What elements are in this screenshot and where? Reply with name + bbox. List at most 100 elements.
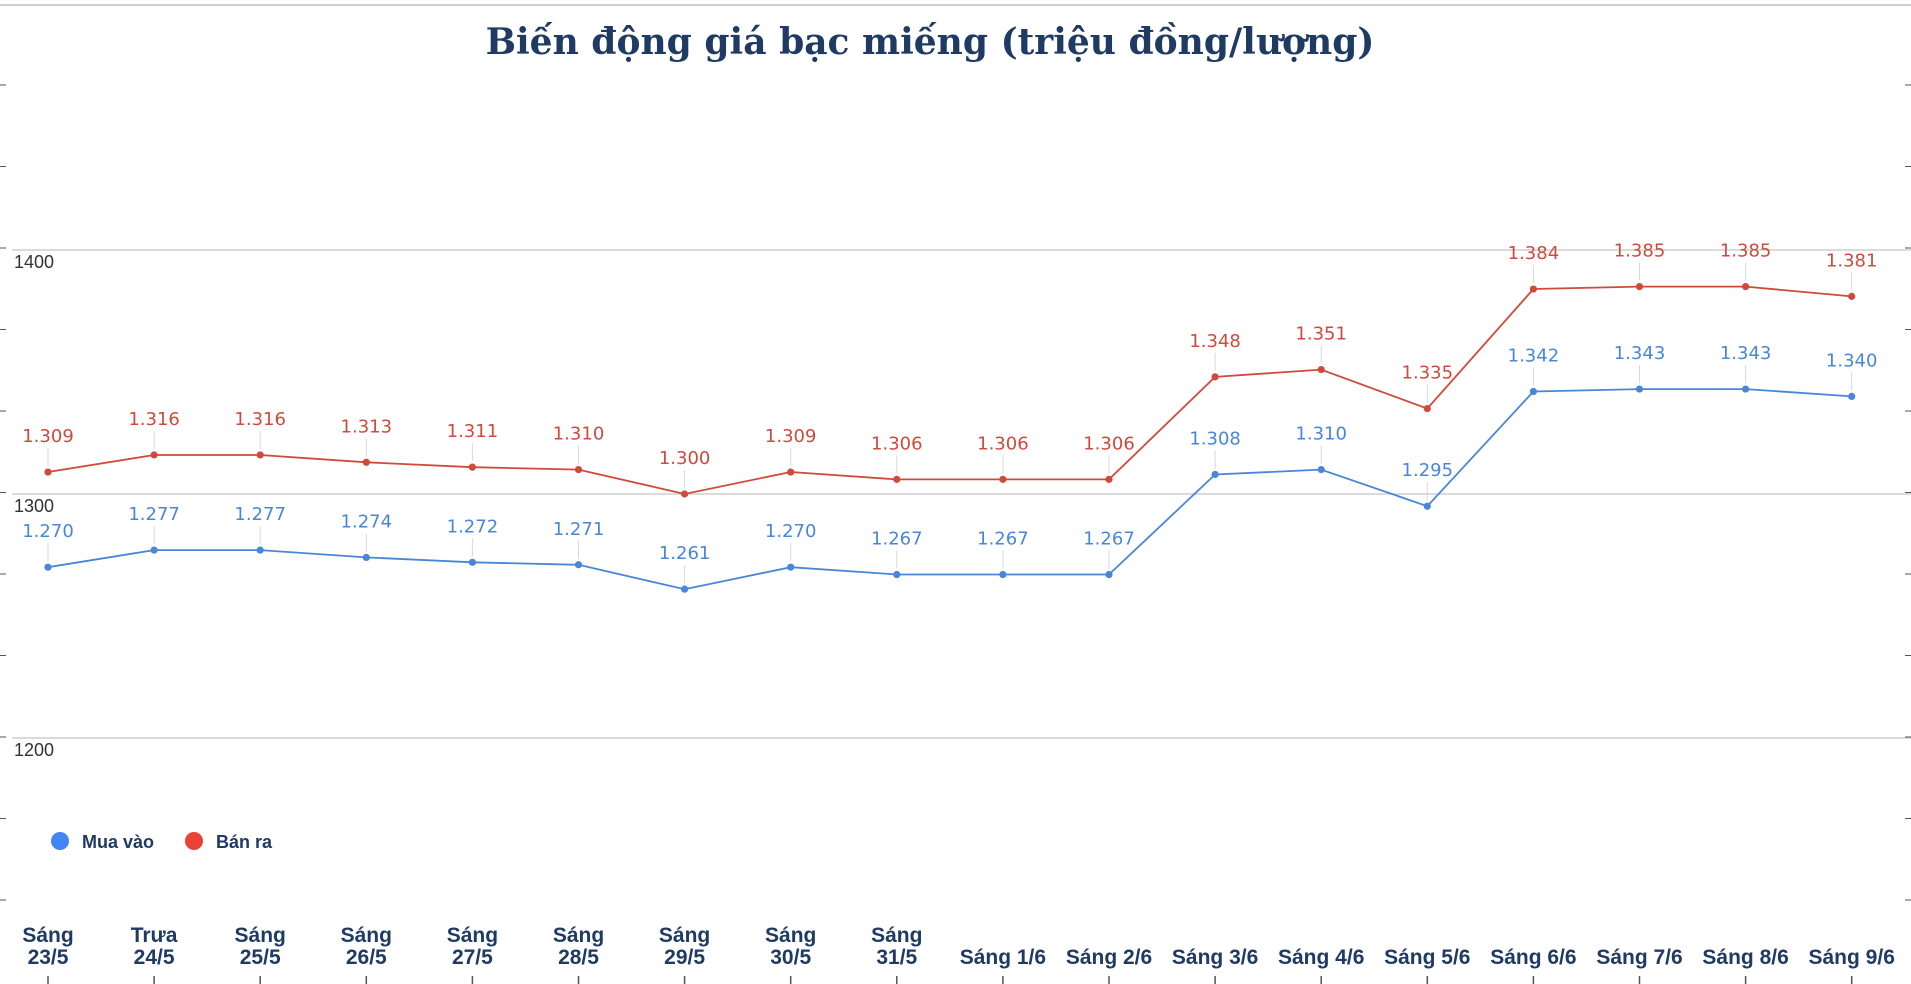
data-label: 1.310	[1295, 424, 1347, 445]
data-point	[1742, 283, 1750, 291]
data-point	[1848, 292, 1856, 300]
data-label: 1.316	[128, 409, 180, 430]
data-point	[44, 563, 52, 571]
x-tick-label: 23/5	[28, 946, 69, 969]
x-tick-label: Sáng	[871, 924, 922, 947]
x-tick-label: 29/5	[664, 946, 705, 969]
data-label: 1.343	[1720, 343, 1772, 364]
data-point	[1635, 385, 1644, 393]
data-label: 1.306	[977, 433, 1029, 454]
data-point	[999, 475, 1007, 483]
x-tick-label: Sáng 9/6	[1809, 946, 1895, 969]
data-label: 1.348	[1189, 331, 1241, 352]
data-label: 1.267	[977, 529, 1029, 550]
x-tick-label: Sáng	[22, 924, 73, 947]
data-label: 1.267	[1083, 529, 1135, 550]
data-point	[150, 451, 158, 459]
data-label: 1.261	[659, 543, 711, 564]
data-point	[1423, 502, 1431, 510]
x-tick-label: Sáng 8/6	[1702, 946, 1788, 969]
data-point	[1742, 385, 1750, 393]
data-label: 1.270	[765, 521, 817, 542]
x-axis: Sáng23/5Trưa24/5Sáng25/5Sáng26/5Sáng27/5…	[22, 924, 1895, 984]
data-point	[787, 468, 795, 476]
data-label: 1.310	[553, 424, 605, 445]
data-point	[893, 475, 901, 483]
data-point	[681, 585, 689, 593]
data-point	[362, 458, 370, 466]
data-labels: 1.270 1.277 1.277 1.274 1.272 1.271 1.261 1.270…	[22, 241, 1877, 584]
data-point	[1105, 475, 1113, 483]
y-tick-label: 1200	[14, 740, 54, 760]
x-tick-label: Sáng	[341, 924, 392, 947]
y-tick-label: 1300	[14, 496, 54, 516]
data-label: 1.381	[1826, 250, 1878, 271]
x-tick-label: 27/5	[452, 946, 493, 969]
y-tick-label: 1400	[14, 252, 54, 272]
legend-label: Bán ra	[216, 832, 273, 852]
data-label: 1.295	[1402, 460, 1454, 481]
data-label: 1.335	[1402, 363, 1454, 384]
data-label: 1.309	[765, 426, 817, 447]
x-tick-label: Sáng	[765, 924, 816, 947]
data-label: 1.316	[234, 409, 286, 430]
data-label: 1.385	[1720, 241, 1772, 262]
data-point	[256, 451, 264, 459]
x-tick-label: Sáng 5/6	[1384, 946, 1470, 969]
x-tick-label: Sáng 7/6	[1596, 946, 1682, 969]
data-label: 1.313	[341, 416, 393, 437]
legend-marker	[51, 832, 69, 850]
x-tick-label: 30/5	[770, 946, 811, 969]
data-point	[1317, 466, 1325, 474]
data-label: 1.342	[1508, 346, 1560, 367]
data-point	[681, 490, 689, 498]
x-tick-label: Sáng	[235, 924, 286, 947]
data-point	[1105, 570, 1113, 579]
x-tick-label: Sáng	[659, 924, 710, 947]
data-point	[999, 570, 1007, 579]
data-label: 1.309	[22, 426, 74, 447]
data-point	[1635, 283, 1644, 291]
series-layer	[44, 283, 1856, 593]
data-label: 1.272	[447, 516, 499, 537]
data-point	[256, 546, 264, 554]
data-point	[574, 466, 583, 474]
data-label: 1.267	[871, 529, 923, 550]
data-point	[1211, 470, 1219, 479]
x-tick-label: Sáng	[553, 924, 604, 947]
data-label: 1.384	[1508, 243, 1560, 264]
data-point	[150, 546, 158, 554]
x-tick-label: Sáng 1/6	[960, 946, 1046, 969]
data-point	[468, 558, 476, 566]
data-label: 1.270	[22, 521, 74, 542]
x-tick-label: Sáng	[447, 924, 498, 947]
x-tick-label: Sáng 6/6	[1490, 946, 1576, 969]
x-tick-label: Trưa	[131, 924, 178, 947]
data-label: 1.351	[1295, 324, 1347, 345]
x-tick-label: 31/5	[876, 946, 917, 969]
legend-label: Mua vào	[82, 832, 154, 852]
data-label: 1.277	[234, 504, 286, 525]
data-label: 1.306	[1083, 433, 1135, 454]
data-label: 1.274	[341, 511, 393, 532]
chart-title: Biến động giá bạc miếng (triệu đồng/lượn…	[486, 21, 1375, 63]
grid: 1400 1300 1200	[0, 84, 1911, 901]
series-line-ban-ra	[47, 285, 1852, 495]
x-tick-label: Sáng 4/6	[1278, 946, 1364, 969]
data-label: 1.311	[447, 421, 499, 442]
data-point	[787, 563, 795, 571]
legend-marker	[185, 832, 203, 850]
data-point	[1211, 373, 1219, 381]
x-tick-label: 28/5	[558, 946, 599, 969]
data-label: 1.300	[659, 448, 711, 469]
data-label: 1.308	[1189, 428, 1241, 449]
x-tick-label: Sáng 3/6	[1172, 946, 1258, 969]
data-label: 1.343	[1614, 343, 1666, 364]
data-label: 1.340	[1826, 350, 1878, 371]
data-point	[893, 570, 901, 579]
x-tick-label: 25/5	[240, 946, 281, 969]
legend: Mua vào Bán ra	[51, 832, 273, 852]
data-point	[1848, 392, 1856, 400]
